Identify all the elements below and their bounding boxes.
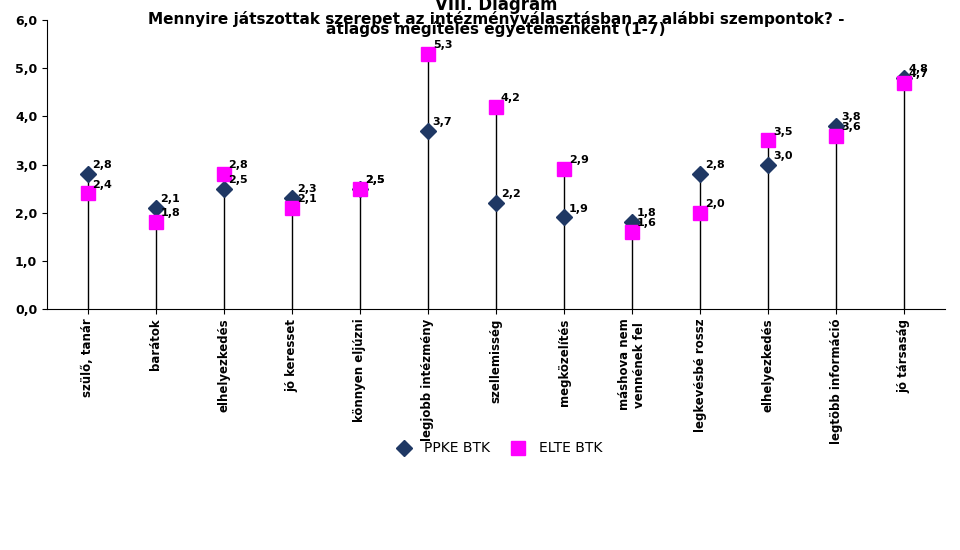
ELTE BTK [899,79,910,86]
Text: 3,6: 3,6 [841,122,861,132]
Text: 3,5: 3,5 [773,126,792,136]
PPKE BTK [422,128,434,134]
Text: 4,7: 4,7 [909,69,929,79]
PPKE BTK [899,74,910,81]
ELTE BTK [354,185,366,192]
Text: 2,5: 2,5 [365,175,384,185]
ELTE BTK [559,166,570,173]
PPKE BTK [559,214,570,221]
Text: 2,9: 2,9 [568,156,588,166]
ELTE BTK [422,51,434,57]
PPKE BTK [626,219,637,225]
PPKE BTK [150,205,161,211]
Text: 2,5: 2,5 [228,175,249,185]
Text: 2,3: 2,3 [297,184,316,194]
Text: 5,3: 5,3 [433,40,452,50]
PPKE BTK [82,171,93,178]
Text: 1,8: 1,8 [636,208,657,218]
Text: 2,4: 2,4 [92,179,112,190]
Legend: PPKE BTK, ELTE BTK: PPKE BTK, ELTE BTK [384,436,608,461]
PPKE BTK [830,123,842,129]
ELTE BTK [150,219,161,225]
PPKE BTK [354,185,366,192]
Text: 3,0: 3,0 [773,151,792,161]
ELTE BTK [830,133,842,139]
Text: 2,8: 2,8 [705,160,725,170]
Text: 2,8: 2,8 [92,160,112,170]
Text: Mennyire játszottak szerepet az intézményválasztásban az alábbi szempontok? -: Mennyire játszottak szerepet az intézmén… [148,11,844,28]
Text: 1,6: 1,6 [636,218,657,228]
PPKE BTK [694,171,706,178]
Text: 1,9: 1,9 [568,204,588,213]
Text: 2,2: 2,2 [501,189,520,199]
Text: 4,2: 4,2 [501,93,520,103]
ELTE BTK [82,190,93,197]
ELTE BTK [491,103,502,110]
Text: 2,8: 2,8 [228,160,249,170]
Line: PPKE BTK: PPKE BTK [83,72,910,228]
PPKE BTK [286,195,298,201]
Text: 2,5: 2,5 [365,175,384,185]
Text: 2,1: 2,1 [297,194,317,204]
PPKE BTK [218,185,229,192]
Text: átlagos megítélés egyetemenként (1-7): átlagos megítélés egyetemenként (1-7) [326,21,665,37]
Text: 3,7: 3,7 [433,117,452,127]
Text: 4,8: 4,8 [909,64,929,74]
Text: 1,8: 1,8 [160,208,180,218]
Line: ELTE BTK: ELTE BTK [81,47,911,239]
ELTE BTK [626,229,637,235]
Text: 2,1: 2,1 [160,194,180,204]
ELTE BTK [286,205,298,211]
Text: 2,0: 2,0 [705,199,725,209]
ELTE BTK [218,171,229,178]
PPKE BTK [491,200,502,206]
ELTE BTK [694,210,706,216]
PPKE BTK [762,161,774,168]
Text: 3,8: 3,8 [841,112,860,122]
Text: VIII. Diagram: VIII. Diagram [435,0,557,14]
ELTE BTK [762,137,774,144]
